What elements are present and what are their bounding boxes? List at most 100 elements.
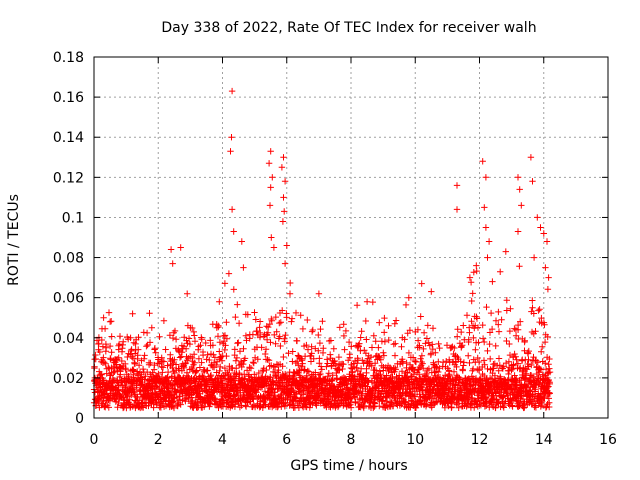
data-point [482, 224, 490, 231]
data-point [97, 370, 104, 378]
data-point [185, 335, 193, 342]
data-point [203, 356, 210, 363]
data-point [129, 355, 137, 362]
data-point [206, 356, 213, 364]
data-point [281, 260, 289, 267]
data-point [250, 359, 257, 367]
y-tick-label: 0.18 [53, 50, 84, 66]
data-point [402, 301, 410, 309]
data-point [308, 343, 315, 350]
data-point [141, 376, 148, 383]
data-point [246, 364, 253, 371]
x-tick-label: 4 [218, 432, 227, 448]
data-point [392, 317, 400, 324]
y-tick-label: 0 [75, 411, 84, 427]
data-point [192, 368, 200, 375]
data-point [166, 332, 174, 339]
data-point [134, 393, 141, 401]
y-tick-label: 0.14 [53, 130, 84, 146]
data-point [339, 365, 346, 373]
data-point [455, 404, 462, 411]
data-point [91, 389, 99, 396]
x-tick-label: 8 [347, 432, 356, 448]
data-point [105, 404, 112, 411]
data-point [242, 403, 250, 410]
data-point [505, 358, 513, 365]
data-point [341, 346, 348, 353]
data-point [143, 343, 150, 350]
data-point [542, 360, 549, 367]
data-point [406, 327, 414, 334]
data-point [225, 270, 233, 277]
data-point [209, 342, 217, 349]
data-point [415, 371, 423, 378]
data-point [485, 388, 493, 396]
data-point [324, 373, 332, 380]
data-point [221, 346, 228, 354]
data-point [298, 355, 305, 362]
data-point [267, 339, 274, 346]
data-point [128, 353, 136, 360]
data-point [307, 358, 315, 365]
data-point [264, 356, 271, 363]
chart-title: Day 338 of 2022, Rate Of TEC Index for r… [161, 20, 536, 36]
data-point [381, 338, 389, 345]
data-point [372, 338, 379, 345]
data-point [492, 342, 499, 350]
data-point [419, 360, 426, 367]
data-point [347, 401, 354, 408]
data-point [468, 318, 475, 325]
data-point [143, 329, 151, 337]
data-point [453, 182, 461, 189]
data-point [240, 345, 247, 352]
data-point [453, 401, 461, 408]
data-point [489, 278, 496, 285]
data-point [380, 349, 387, 356]
data-point [381, 314, 388, 322]
data-point [503, 337, 510, 345]
data-point [436, 344, 443, 352]
data-point [500, 363, 507, 370]
data-point [223, 335, 231, 342]
data-point [131, 360, 139, 367]
data-point [534, 359, 541, 366]
data-point [269, 174, 276, 181]
data-point [468, 297, 475, 305]
data-point [169, 364, 176, 372]
data-point [261, 401, 268, 408]
data-point [221, 280, 229, 287]
data-point [317, 325, 324, 333]
data-point [281, 208, 288, 215]
data-point [272, 340, 279, 347]
data-point [127, 334, 134, 341]
data-point [473, 262, 480, 269]
data-point [95, 340, 102, 347]
data-point [211, 395, 218, 402]
data-point [460, 359, 468, 366]
data-point [429, 325, 437, 332]
data-point [223, 319, 230, 326]
data-point [519, 368, 526, 375]
data-point [254, 356, 261, 363]
data-point [280, 154, 287, 161]
data-point [371, 400, 379, 407]
data-point [191, 332, 198, 339]
data-point [213, 361, 220, 369]
data-point [256, 324, 263, 331]
data-point [230, 228, 237, 235]
data-point [141, 352, 148, 359]
data-point [513, 378, 520, 385]
data-point [495, 328, 503, 335]
data-point [159, 364, 167, 371]
data-point [288, 315, 296, 322]
data-point [241, 355, 249, 362]
data-point [178, 349, 186, 356]
data-point [503, 307, 510, 314]
data-point [115, 354, 122, 361]
data-point [507, 305, 514, 312]
data-point [542, 404, 550, 411]
data-point [135, 346, 142, 353]
data-point [310, 355, 317, 362]
data-point [250, 396, 257, 403]
